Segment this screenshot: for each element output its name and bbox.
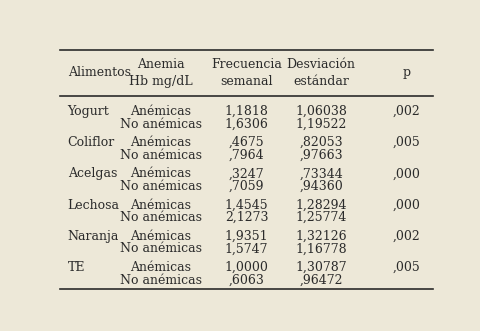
Text: Anémicas: Anémicas bbox=[130, 230, 191, 243]
Text: ,96472: ,96472 bbox=[299, 274, 342, 287]
Text: ,94360: ,94360 bbox=[299, 180, 342, 193]
Text: TE: TE bbox=[67, 261, 85, 274]
Text: 1,9351: 1,9351 bbox=[224, 230, 268, 243]
Text: ,000: ,000 bbox=[392, 167, 420, 180]
Text: 1,0000: 1,0000 bbox=[224, 261, 268, 274]
Text: ,3247: ,3247 bbox=[228, 167, 264, 180]
Text: Coliflor: Coliflor bbox=[67, 136, 115, 149]
Text: Anémicas: Anémicas bbox=[130, 105, 191, 118]
Text: Anémicas: Anémicas bbox=[130, 261, 191, 274]
Text: No anémicas: No anémicas bbox=[120, 242, 201, 256]
Text: ,4675: ,4675 bbox=[228, 136, 264, 149]
Text: No anémicas: No anémicas bbox=[120, 274, 201, 287]
Text: ,002: ,002 bbox=[392, 105, 420, 118]
Text: 1,19522: 1,19522 bbox=[295, 118, 346, 130]
Text: 2,1273: 2,1273 bbox=[224, 211, 268, 224]
Text: ,005: ,005 bbox=[392, 136, 420, 149]
Text: Anémicas: Anémicas bbox=[130, 167, 191, 180]
Text: Anemia
Hb mg/dL: Anemia Hb mg/dL bbox=[129, 58, 192, 88]
Text: Yogurt: Yogurt bbox=[67, 105, 109, 118]
Text: No anémicas: No anémicas bbox=[120, 149, 201, 162]
Text: Naranja: Naranja bbox=[67, 230, 119, 243]
Text: No anémicas: No anémicas bbox=[120, 118, 201, 130]
Text: ,000: ,000 bbox=[392, 199, 420, 212]
Text: 1,1818: 1,1818 bbox=[224, 105, 268, 118]
Text: 1,30787: 1,30787 bbox=[295, 261, 346, 274]
Text: ,7059: ,7059 bbox=[228, 180, 264, 193]
Text: 1,5747: 1,5747 bbox=[224, 242, 268, 256]
Text: ,97663: ,97663 bbox=[299, 149, 342, 162]
Text: ,002: ,002 bbox=[392, 230, 420, 243]
Text: Lechosa: Lechosa bbox=[67, 199, 120, 212]
Text: ,7964: ,7964 bbox=[228, 149, 264, 162]
Text: 1,25774: 1,25774 bbox=[295, 211, 346, 224]
Text: Anémicas: Anémicas bbox=[130, 199, 191, 212]
Text: 1,28294: 1,28294 bbox=[295, 199, 346, 212]
Text: Desviación
estándar: Desviación estándar bbox=[286, 58, 355, 88]
Text: Acelgas: Acelgas bbox=[67, 167, 117, 180]
Text: 1,32126: 1,32126 bbox=[295, 230, 346, 243]
Text: Frecuencia
semanal: Frecuencia semanal bbox=[211, 58, 281, 88]
Text: ,73344: ,73344 bbox=[299, 167, 342, 180]
Text: p: p bbox=[402, 66, 410, 79]
Text: 1,6306: 1,6306 bbox=[224, 118, 268, 130]
Text: ,005: ,005 bbox=[392, 261, 420, 274]
Text: No anémicas: No anémicas bbox=[120, 211, 201, 224]
Text: 1,16778: 1,16778 bbox=[295, 242, 346, 256]
Text: Anémicas: Anémicas bbox=[130, 136, 191, 149]
Text: 1,06038: 1,06038 bbox=[295, 105, 346, 118]
Text: ,82053: ,82053 bbox=[299, 136, 342, 149]
Text: Alimentos: Alimentos bbox=[67, 66, 130, 79]
Text: No anémicas: No anémicas bbox=[120, 180, 201, 193]
Text: ,6063: ,6063 bbox=[228, 274, 264, 287]
Text: 1,4545: 1,4545 bbox=[224, 199, 268, 212]
